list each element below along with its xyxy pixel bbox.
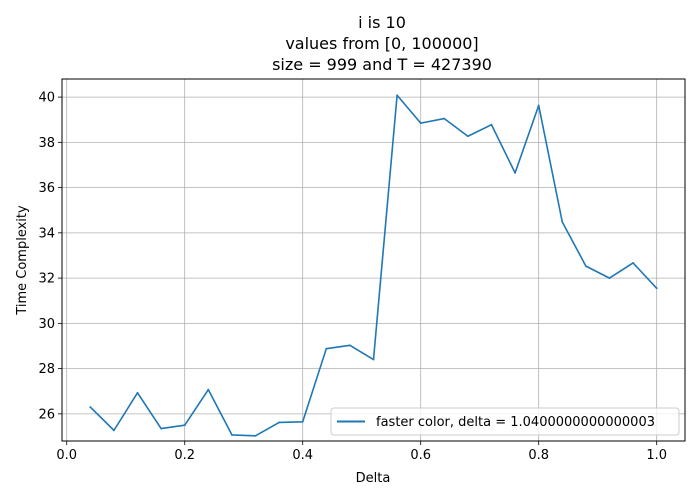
data-point bbox=[561, 221, 564, 223]
y-tick-label: 28 bbox=[38, 362, 55, 377]
data-point bbox=[254, 434, 257, 437]
title-line-3: size = 999 and T = 427390 bbox=[272, 55, 492, 74]
data-point bbox=[372, 358, 375, 361]
x-tick-label: 1.0 bbox=[646, 448, 667, 463]
data-point bbox=[584, 265, 587, 268]
data-point bbox=[113, 429, 115, 432]
chart-title: i is 10 values from [0, 100000] size = 9… bbox=[272, 13, 492, 74]
data-point bbox=[231, 433, 233, 436]
plot-frame bbox=[61, 78, 686, 442]
data-point bbox=[301, 420, 304, 423]
y-axis-label: Time Complexity bbox=[15, 205, 30, 316]
data-point bbox=[537, 104, 540, 107]
data-point bbox=[608, 277, 611, 279]
y-tick-label: 32 bbox=[38, 272, 55, 287]
x-axis-label: Delta bbox=[356, 471, 391, 486]
x-tick-label: 0.8 bbox=[528, 448, 549, 463]
legend: faster color, delta = 1.0400000000000003 bbox=[330, 407, 680, 436]
data-point bbox=[655, 287, 658, 290]
data-point bbox=[325, 347, 328, 350]
y-tick-label: 40 bbox=[38, 91, 55, 106]
data-point bbox=[207, 388, 210, 391]
data-point bbox=[514, 171, 516, 174]
data-point bbox=[632, 262, 634, 264]
x-tick-label: 0.4 bbox=[292, 448, 313, 463]
y-tick-label: 36 bbox=[38, 181, 55, 196]
x-tick-label: 0.0 bbox=[56, 448, 77, 463]
title-line-2: values from [0, 100000] bbox=[285, 34, 478, 53]
y-tick-label: 30 bbox=[38, 317, 55, 332]
series-layer bbox=[89, 94, 658, 437]
data-point bbox=[443, 117, 446, 120]
legend-entry-label: faster color, delta = 1.0400000000000003 bbox=[376, 415, 655, 430]
data-point bbox=[183, 424, 186, 427]
data-point bbox=[278, 421, 281, 424]
data-point bbox=[89, 406, 92, 408]
legend-box bbox=[330, 407, 680, 436]
data-point bbox=[136, 391, 139, 394]
gridlines bbox=[62, 79, 685, 441]
data-point bbox=[490, 123, 493, 126]
x-axis-ticks: 0.0 0.2 0.4 0.6 0.8 1.0 bbox=[56, 441, 667, 463]
y-tick-label: 34 bbox=[38, 226, 55, 241]
y-tick-label: 38 bbox=[38, 136, 55, 151]
data-point bbox=[466, 135, 469, 138]
y-tick-label: 26 bbox=[38, 407, 55, 422]
x-tick-label: 0.6 bbox=[410, 448, 431, 463]
x-tick-label: 0.2 bbox=[174, 448, 195, 463]
series-line-0 bbox=[89, 94, 658, 437]
data-point bbox=[160, 427, 163, 430]
data-point bbox=[419, 122, 422, 125]
title-line-1: i is 10 bbox=[358, 13, 406, 32]
y-axis-ticks: 26 28 30 32 34 36 38 40 bbox=[38, 91, 62, 422]
data-point bbox=[396, 94, 398, 97]
data-point bbox=[349, 344, 351, 347]
